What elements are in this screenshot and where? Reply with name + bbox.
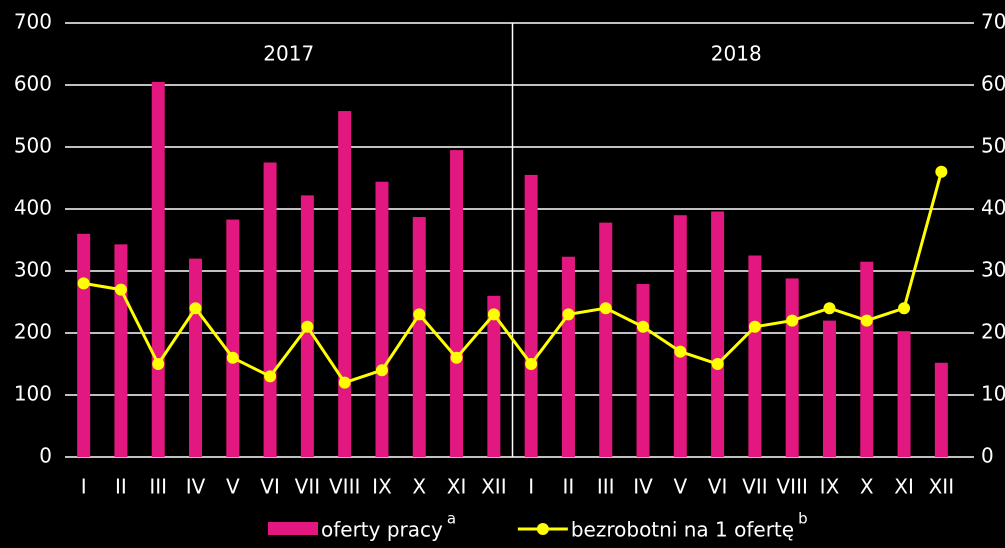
line-point	[786, 314, 799, 327]
y-tick-label: 500	[14, 134, 52, 158]
x-tick-label: IX	[372, 475, 392, 499]
y-tick-label: 200	[14, 320, 52, 344]
y2-tick-label: 20	[981, 320, 1005, 344]
legend-swatch	[268, 522, 318, 535]
bar	[636, 284, 650, 457]
bar	[748, 255, 762, 457]
x-tick-label: VII	[742, 475, 767, 499]
line-point	[823, 302, 836, 315]
x-tick-label: IV	[633, 475, 653, 499]
x-tick-label: VII	[295, 475, 320, 499]
line-point	[301, 320, 314, 333]
legend-swatch-point	[536, 523, 549, 535]
x-tick-label: V	[673, 475, 687, 499]
bar	[450, 150, 464, 457]
x-tick-label: VI	[708, 475, 728, 499]
line-point	[152, 358, 165, 370]
y-tick-label: 100	[14, 382, 52, 406]
line	[83, 171, 943, 385]
line-point	[189, 302, 202, 315]
y2-tick-label: 50	[981, 134, 1005, 158]
bar	[524, 174, 538, 457]
bar	[375, 181, 389, 457]
bar	[785, 278, 799, 457]
legend-note: b	[798, 510, 808, 528]
x-tick-label: I	[528, 475, 534, 499]
line-point	[413, 308, 426, 321]
bar	[263, 162, 277, 457]
x-tick-label: VIII	[776, 475, 807, 499]
line-point	[898, 302, 911, 315]
line-point	[525, 358, 538, 370]
y-tick-label: 400	[14, 196, 52, 220]
bar	[77, 233, 91, 457]
x-tick-label: X	[860, 475, 874, 499]
x-tick-label: XI	[447, 475, 467, 499]
y2-tick-label: 0	[981, 444, 994, 468]
x-tick-label: II	[563, 475, 575, 499]
y-tick-label: 300	[14, 258, 52, 282]
line-point	[375, 364, 388, 377]
bar	[412, 217, 426, 457]
year-label: 2018	[711, 42, 762, 66]
bar	[934, 362, 948, 457]
line-point	[637, 320, 650, 333]
legend-label: oferty pracy	[321, 518, 443, 542]
x-tick-label: XII	[481, 475, 507, 499]
bar	[189, 258, 203, 457]
line-point	[711, 358, 724, 370]
x-tick-label: V	[226, 475, 240, 499]
line-point	[935, 165, 948, 178]
bar	[561, 256, 575, 457]
line-point	[450, 351, 463, 364]
bar	[897, 331, 911, 457]
legend-note: a	[447, 510, 456, 528]
x-tick-label: III	[597, 475, 615, 499]
y2-tick-label: 30	[981, 258, 1005, 282]
line-point	[599, 302, 612, 315]
line-point	[226, 351, 239, 364]
bar	[226, 219, 240, 457]
bar	[711, 211, 725, 457]
y2-tick-label: 70	[981, 10, 1005, 34]
bar	[822, 320, 836, 457]
bar	[673, 215, 687, 457]
y-tick-label: 600	[14, 72, 52, 96]
line-point	[748, 320, 761, 333]
x-tick-label: XI	[894, 475, 914, 499]
x-tick-label: I	[81, 475, 87, 499]
bar	[487, 295, 501, 457]
line-point	[77, 277, 90, 290]
line-point	[114, 283, 127, 296]
line-point	[562, 308, 575, 321]
bar	[114, 244, 128, 457]
line-point	[674, 345, 687, 358]
x-tick-label: VI	[260, 475, 280, 499]
bar	[151, 81, 165, 458]
year-label: 2017	[263, 42, 314, 66]
x-tick-label: X	[412, 475, 426, 499]
x-tick-label: XII	[929, 475, 955, 499]
x-tick-label: IV	[186, 475, 206, 499]
bar	[338, 111, 352, 457]
y2-tick-label: 10	[981, 382, 1005, 406]
bar	[599, 222, 613, 457]
legend-label: bezrobotni na 1 ofertę	[571, 518, 794, 542]
y-tick-label: 700	[14, 10, 52, 34]
line-point	[264, 370, 277, 383]
x-tick-label: IX	[820, 475, 840, 499]
x-tick-label: III	[149, 475, 167, 499]
x-tick-label: II	[115, 475, 127, 499]
y2-tick-label: 40	[981, 196, 1005, 220]
x-tick-label: VIII	[329, 475, 360, 499]
line-point	[487, 308, 500, 321]
y-tick-label: 0	[39, 444, 52, 468]
y2-tick-label: 60	[981, 72, 1005, 96]
line-point	[338, 376, 351, 389]
line-point	[860, 314, 873, 327]
bar	[860, 261, 874, 457]
